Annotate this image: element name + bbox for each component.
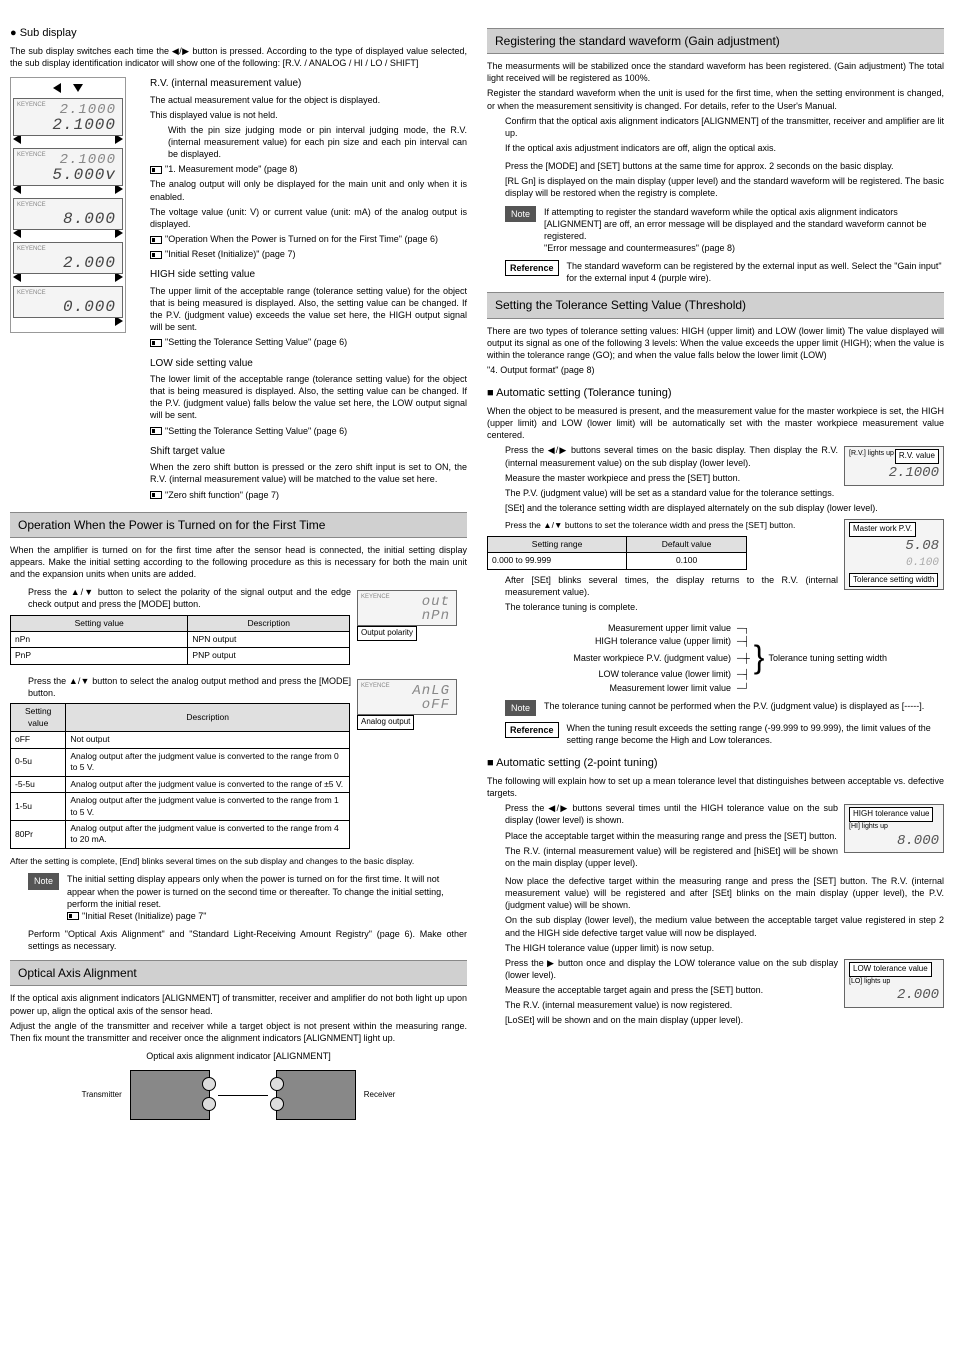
lcd-1-bot: 5.000v <box>20 167 116 183</box>
tolerance-diagram: Measurement upper limit value─┐ HIGH tol… <box>487 622 944 694</box>
book-icon <box>150 166 162 174</box>
book-icon <box>150 251 162 259</box>
sub-display-heading: Sub display <box>10 26 467 41</box>
op-lcd-1: KEYENCE out nPn Output polarity <box>357 586 467 641</box>
auto-note: Note The tolerance tuning cannot be perf… <box>487 700 944 716</box>
reference-tag: Reference <box>505 722 559 738</box>
note-tag: Note <box>505 700 536 716</box>
lcd-2-bot: 8.000 <box>20 211 116 227</box>
op-note: Note The initial setting display appears… <box>10 873 467 922</box>
desc-3-title: LOW side setting value <box>150 357 467 371</box>
op-intro: When the amplifier is turned on for the … <box>10 544 467 580</box>
op-lcd-2: KEYENCE AnLG oFF Analog output <box>357 675 467 730</box>
left-column: Sub display The sub display switches eac… <box>10 20 467 1126</box>
high-lcd: HIGH tolerance value [HI] lights up 8.00… <box>844 804 944 853</box>
register-reference: Reference The standard waveform can be r… <box>487 260 944 284</box>
tolerance-heading: Setting the Tolerance Setting Value (Thr… <box>487 292 944 318</box>
lcd-3-bot: 2.000 <box>20 255 116 271</box>
two-point-heading: Automatic setting (2-point tuning) <box>487 756 944 771</box>
analog-table: Setting valueDescription oFFNot output 0… <box>10 703 350 849</box>
desc-4-title: Shift target value <box>150 445 467 459</box>
polarity-table: Setting valueDescription nPnNPN output P… <box>10 615 350 665</box>
note-tag: Note <box>505 206 536 222</box>
desc-2-title: HIGH side setting value <box>150 268 467 282</box>
book-icon <box>67 912 79 920</box>
receiver-icon <box>276 1070 356 1120</box>
op-after: After the setting is complete, [End] bli… <box>10 856 467 867</box>
operation-heading: Operation When the Power is Turned on fo… <box>10 512 467 538</box>
auto-reference: Reference When the tuning result exceeds… <box>487 722 944 746</box>
axis-diagram: Optical axis alignment indicator [ALIGNM… <box>10 1050 467 1124</box>
device-stack: KEYENCE 2.1000 2.1000 KEYENCE 2.1000 5.0… <box>10 77 140 341</box>
sub-display-intro: The sub display switches each time the ◀… <box>10 45 467 69</box>
register-heading: Registering the standard waveform (Gain … <box>487 28 944 54</box>
desc-0-title: R.V. (internal measurement value) <box>150 77 467 91</box>
tolerance-range-table: Setting rangeDefault value 0.000 to 99.9… <box>487 536 747 570</box>
axis-heading: Optical Axis Alignment <box>10 960 467 986</box>
auto-tolerance-heading: Automatic setting (Tolerance tuning) <box>487 386 944 401</box>
low-lcd: LOW tolerance value [LO] lights up 2.000 <box>844 959 944 1008</box>
device-descriptions: R.V. (internal measurement value) The ac… <box>150 77 467 501</box>
rv-lcd: R.V. value [R.V.] lights up 2.1000 <box>844 446 944 486</box>
lcd-0-bot: 2.1000 <box>20 117 116 133</box>
book-icon <box>150 339 162 347</box>
axis-p2: Adjust the angle of the transmitter and … <box>10 1020 467 1044</box>
note-tag: Note <box>28 873 59 889</box>
book-icon <box>150 236 162 244</box>
lcd-4-bot: 0.000 <box>20 299 116 315</box>
book-icon <box>150 491 162 499</box>
master-lcd: Master work P.V. 5.08 0.100 Tolerance se… <box>844 519 944 590</box>
right-column: Registering the standard waveform (Gain … <box>487 20 944 1126</box>
op-perform: Perform "Optical Axis Alignment" and "St… <box>10 928 467 952</box>
axis-p1: If the optical axis alignment indicators… <box>10 992 467 1016</box>
reference-tag: Reference <box>505 260 559 276</box>
transmitter-icon <box>130 1070 210 1120</box>
book-icon <box>150 427 162 435</box>
register-note: Note If attempting to register the stand… <box>487 206 944 255</box>
